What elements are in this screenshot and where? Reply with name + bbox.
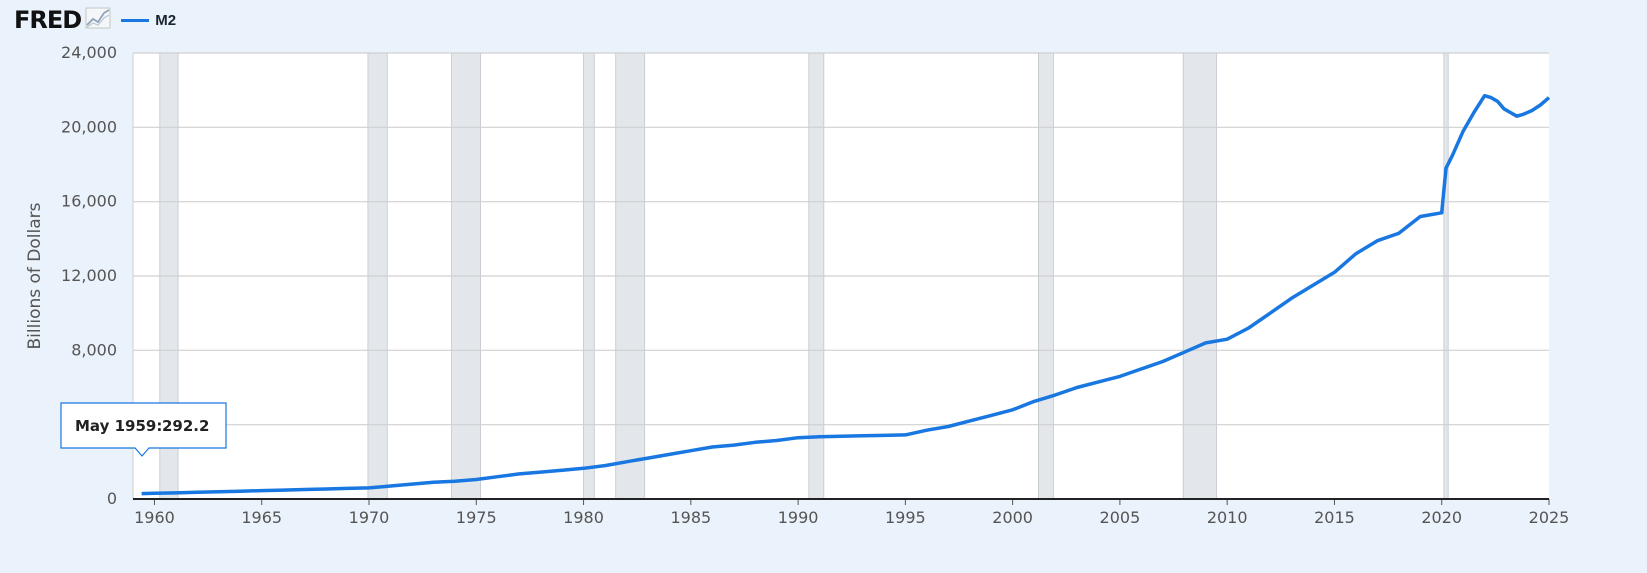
x-tick-label: 2015: [1314, 508, 1355, 527]
x-tick-label: 1980: [563, 508, 604, 527]
tooltip-box: [60, 402, 227, 457]
x-tick-label: 2000: [992, 508, 1033, 527]
y-tick-label: 24,000: [61, 43, 117, 62]
y-tick-label: 12,000: [61, 266, 117, 285]
x-tick-label: 1990: [778, 508, 819, 527]
chart-header: FRED M2: [14, 4, 176, 36]
tooltip-date: May 1959:: [75, 417, 162, 435]
x-tick-label: 1975: [456, 508, 497, 527]
x-tick-label: 1995: [885, 508, 926, 527]
legend[interactable]: M2: [121, 12, 176, 29]
x-axis-ticks: 1960 1965 1970 1975 1980 1985 1990 1995 2000 2005…: [134, 499, 1569, 527]
x-tick-label: 2020: [1421, 508, 1462, 527]
fred-logo[interactable]: FRED: [14, 6, 82, 34]
y-axis-label: Billions of Dollars: [25, 202, 45, 349]
y-tick-label: 16,000: [61, 192, 117, 211]
y-tick-label: 0: [107, 489, 117, 508]
x-tick-label: 2005: [1100, 508, 1141, 527]
y-tick-label: 20,000: [61, 117, 117, 136]
series-line-m2[interactable]: [141, 93, 1551, 496]
x-tick-label: 1960: [134, 508, 175, 527]
line-chart-icon: [85, 7, 111, 34]
tooltip-value: 292.2: [162, 417, 209, 435]
grid-lines: [132, 52, 1549, 500]
x-tick-label: 1970: [349, 508, 390, 527]
y-axis-ticks: 0 8,000 12,000 16,000 20,000 24,000: [61, 43, 117, 508]
y-tick-label: 8,000: [71, 340, 117, 359]
legend-label: M2: [155, 11, 177, 29]
x-tick-label: 2025: [1529, 508, 1570, 527]
x-tick-label: 1985: [670, 508, 711, 527]
x-tick-label: 2010: [1207, 508, 1248, 527]
tooltip: May 1959: 292.2: [60, 402, 227, 457]
x-tick-label: 1965: [241, 508, 282, 527]
legend-swatch: [121, 18, 150, 22]
